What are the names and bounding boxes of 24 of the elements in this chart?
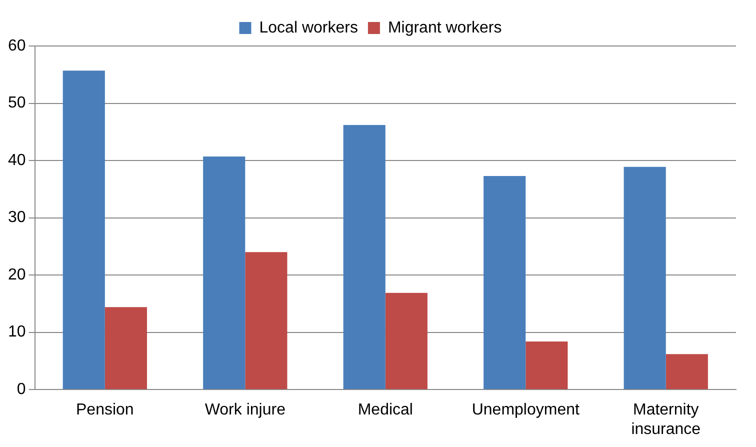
y-tick-label: 0 xyxy=(16,381,26,398)
bar xyxy=(203,156,246,390)
bar xyxy=(343,125,386,390)
x-tick-label: Work injure xyxy=(204,402,286,419)
y-tick-label: 50 xyxy=(8,94,26,112)
bar xyxy=(245,252,288,390)
x-tick-label: Medical xyxy=(358,402,413,419)
x-tick-label: Pension xyxy=(76,402,134,419)
y-tick-label: 60 xyxy=(8,37,26,54)
bar xyxy=(484,176,526,390)
y-tick-label: 30 xyxy=(8,209,26,226)
bar xyxy=(526,341,568,390)
x-tick-label: Maternity insurance xyxy=(631,402,701,438)
bar xyxy=(666,354,708,390)
bar xyxy=(385,292,428,390)
bar xyxy=(104,307,147,390)
bar xyxy=(62,70,105,390)
bar xyxy=(624,166,666,390)
legend-label: Local workers xyxy=(259,19,358,36)
y-tick-label: 10 xyxy=(8,324,26,341)
x-tick-label: Unemployment xyxy=(472,402,580,419)
y-tick-label: 20 xyxy=(8,266,26,284)
legend-label: Migrant workers xyxy=(388,19,502,36)
y-tick-label: 40 xyxy=(8,152,26,169)
